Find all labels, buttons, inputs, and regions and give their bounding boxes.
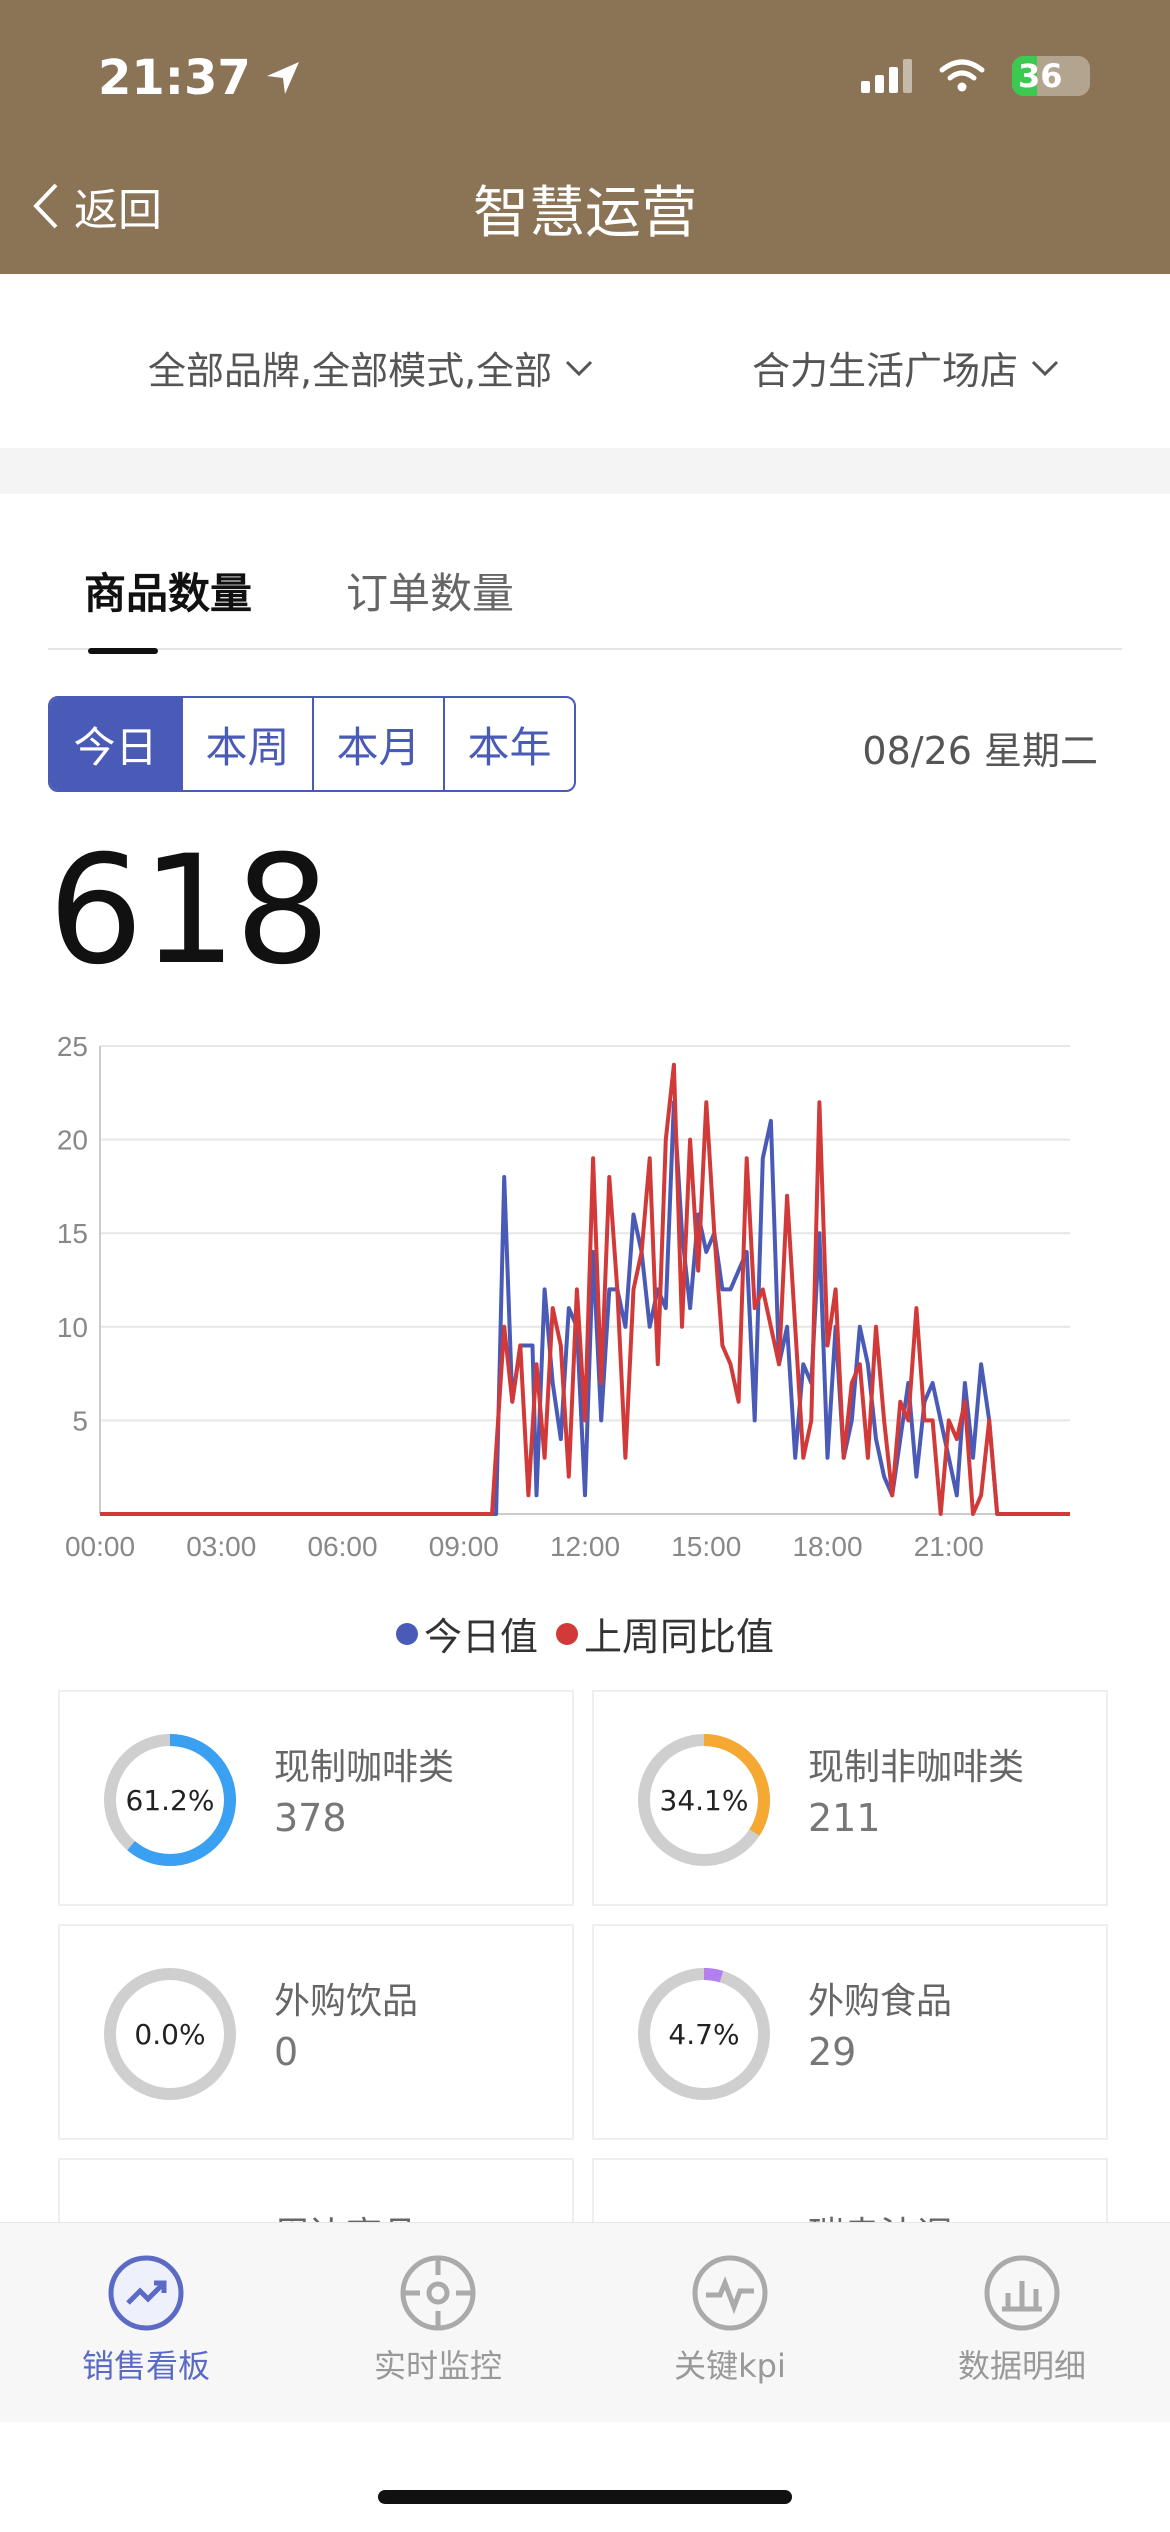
back-button[interactable]: 返回 [28,174,162,238]
brand-filter[interactable]: 全部品牌,全部模式,全部 [148,340,594,395]
battery-icon: 36 [1012,56,1090,96]
chart-legend: 今日值 上周同比值 [0,1606,1170,1661]
category-card[interactable]: 34.1% 现制非咖啡类 211 [592,1690,1108,1906]
page-title: 智慧运营 [473,181,697,246]
bar-chart-icon [984,2255,1060,2331]
battery-level: 36 [1018,57,1063,95]
pulse-icon [692,2255,768,2331]
home-area [0,2422,1170,2532]
top-bar: 21:37 36 返回 智慧运营 [0,0,1170,274]
status-icons: 36 [861,56,1090,96]
home-indicator[interactable] [378,2490,792,2504]
donut-arc [638,1734,770,1866]
tab-data-detail-label: 数据明细 [957,2347,1086,2385]
date-label: 08/26 星期二 [862,729,1098,773]
legend-lastweek-label: 上周同比值 [584,1615,775,1659]
category-value: 378 [274,1796,347,1840]
legend-today: 今日值 [395,1606,538,1661]
donut-chart [638,1968,770,2100]
brand-filter-label: 全部品牌,全部模式,全部 [148,349,553,393]
category-name: 现制咖啡类 [274,1747,455,1788]
y-tick-label: 5 [72,1405,88,1436]
period-year[interactable]: 本年 [443,698,574,790]
tab-product-count[interactable]: 商品数量 [84,569,253,618]
target-icon [400,2255,476,2331]
legend-today-label: 今日值 [423,1615,538,1659]
period-selector: 今日 本周 本月 本年 [48,696,576,792]
category-card[interactable]: 61.2% 现制咖啡类 378 [58,1690,574,1906]
tab-sales-board-label: 销售看板 [81,2347,210,2385]
bottom-tab-bar: 销售看板 实时监控 关键kpi 数据明细 [0,2222,1170,2422]
back-label: 返回 [74,185,162,236]
donut-arc [104,1734,236,1866]
x-tick-label: 15:00 [671,1531,741,1562]
tab-sales-board[interactable]: 销售看板 [46,2253,246,2387]
category-name: 外购食品 [808,1981,953,2022]
sales-line-chart: 5 10 15 20 25 00:00 03:00 06:00 09:00 12:00 15:00 1… [57,1031,1070,1562]
stats-card: 商品数量 订单数量 今日 本周 本月 本年 08/26 星期二 618 5 10 1… [0,494,1170,2374]
x-tick-label: 21:00 [914,1531,984,1562]
category-name: 外购饮品 [274,1981,419,2022]
category-percent: 34.1% [659,1783,749,1817]
chevron-down-icon [1031,360,1059,376]
wifi-icon [939,59,985,92]
period-today[interactable]: 今日 [50,698,181,790]
tab-realtime-monitor[interactable]: 实时监控 [338,2253,538,2387]
donut-chart [104,1968,236,2100]
store-filter[interactable]: 合力生活广场店 [752,340,1060,395]
category-name: 现制非咖啡类 [808,1747,1025,1788]
metric-tabs: 商品数量 订单数量 [48,560,1122,650]
location-arrow-icon [266,62,299,94]
x-tick-label: 00:00 [65,1531,135,1562]
donut-track [104,1968,236,2100]
x-tick-label: 06:00 [307,1531,377,1562]
category-percent: 61.2% [125,1783,215,1817]
chevron-down-icon [566,360,593,376]
tab-indicator [88,648,158,654]
category-value: 29 [808,2030,857,2074]
donut-chart [104,1734,236,1866]
period-week[interactable]: 本周 [181,698,312,790]
legend-lastweek: 上周同比值 [556,1606,774,1661]
category-percent: 0.0% [134,2017,206,2051]
donut-chart [638,1734,770,1866]
tab-key-kpi-label: 关键kpi [674,2347,786,2385]
trend-icon [108,2255,184,2331]
tab-key-kpi[interactable]: 关键kpi [630,2253,830,2387]
y-tick-label: 10 [57,1312,88,1343]
tab-data-detail[interactable]: 数据明细 [922,2253,1122,2387]
category-value: 211 [808,1796,881,1840]
status-time: 21:37 [98,50,303,106]
y-tick-label: 25 [57,1031,88,1062]
category-card[interactable]: 0.0% 外购饮品 0 [58,1924,574,2140]
series-today-line [100,1100,1070,1516]
tab-realtime-monitor-label: 实时监控 [373,2347,502,2385]
category-value: 0 [274,2030,299,2074]
category-card[interactable]: 4.7% 外购食品 29 [592,1924,1108,2140]
total-count: 618 [48,824,330,998]
store-filter-label: 合力生活广场店 [752,349,1019,393]
signal-icon [861,59,912,93]
y-tick-label: 20 [57,1125,88,1156]
chevron-left-icon [33,183,58,229]
period-month[interactable]: 本月 [312,698,443,790]
clock: 21:37 [98,50,251,106]
x-tick-label: 09:00 [429,1531,499,1562]
x-tick-label: 12:00 [550,1531,620,1562]
series-lastweek-line [100,1062,1070,1516]
tab-order-count[interactable]: 订单数量 [346,569,515,618]
x-tick-label: 18:00 [792,1531,862,1562]
x-tick-label: 03:00 [186,1531,256,1562]
filter-bar: 全部品牌,全部模式,全部 合力生活广场店 [0,274,1170,448]
donut-arc [638,1968,770,2100]
y-tick-label: 15 [57,1218,88,1249]
category-percent: 4.7% [668,2017,740,2051]
